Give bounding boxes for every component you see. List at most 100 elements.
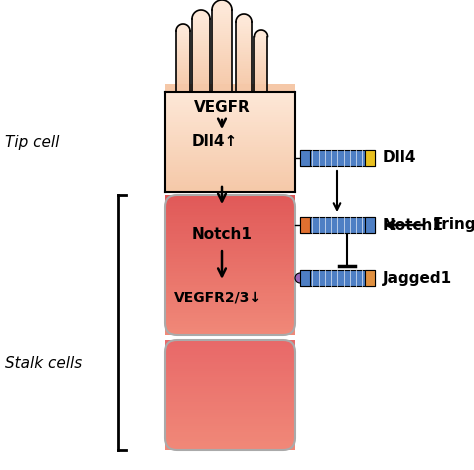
Polygon shape: [176, 48, 190, 49]
Polygon shape: [165, 228, 295, 231]
Polygon shape: [212, 57, 232, 59]
Polygon shape: [165, 342, 295, 345]
Polygon shape: [255, 86, 267, 88]
Polygon shape: [212, 76, 232, 78]
Polygon shape: [165, 172, 295, 174]
Polygon shape: [176, 69, 190, 70]
Polygon shape: [212, 67, 232, 70]
Polygon shape: [212, 24, 232, 26]
Polygon shape: [192, 85, 210, 86]
Polygon shape: [212, 29, 232, 31]
Polygon shape: [176, 55, 190, 57]
Polygon shape: [176, 31, 190, 32]
Polygon shape: [255, 66, 267, 67]
Polygon shape: [165, 375, 295, 377]
Polygon shape: [165, 102, 295, 104]
Polygon shape: [255, 62, 267, 63]
Polygon shape: [255, 41, 267, 42]
Polygon shape: [236, 71, 252, 73]
Polygon shape: [165, 132, 295, 134]
Polygon shape: [236, 73, 252, 75]
Polygon shape: [165, 142, 295, 144]
Polygon shape: [192, 81, 210, 83]
Polygon shape: [212, 45, 232, 47]
Polygon shape: [236, 31, 252, 32]
Polygon shape: [212, 12, 232, 14]
Polygon shape: [192, 86, 210, 88]
Polygon shape: [255, 56, 267, 57]
Polygon shape: [255, 69, 267, 70]
Polygon shape: [176, 24, 190, 31]
Polygon shape: [165, 391, 295, 393]
Polygon shape: [192, 57, 210, 59]
Polygon shape: [176, 78, 190, 80]
Polygon shape: [165, 384, 295, 386]
Text: VEGFR: VEGFR: [193, 100, 250, 115]
Polygon shape: [165, 397, 295, 400]
Polygon shape: [192, 70, 210, 72]
Polygon shape: [192, 21, 210, 23]
Polygon shape: [192, 35, 210, 37]
Polygon shape: [192, 52, 210, 54]
Polygon shape: [365, 270, 375, 286]
Polygon shape: [165, 237, 295, 240]
Polygon shape: [255, 42, 267, 43]
Polygon shape: [176, 36, 190, 37]
Polygon shape: [165, 259, 295, 262]
Polygon shape: [165, 201, 295, 204]
Polygon shape: [236, 85, 252, 87]
Polygon shape: [192, 45, 210, 47]
Polygon shape: [212, 47, 232, 49]
Text: Fringe: Fringe: [433, 218, 474, 233]
Polygon shape: [165, 423, 295, 426]
Polygon shape: [176, 64, 190, 66]
Polygon shape: [165, 349, 295, 351]
Polygon shape: [165, 364, 295, 367]
Polygon shape: [165, 315, 295, 318]
Polygon shape: [236, 34, 252, 36]
Polygon shape: [165, 426, 295, 428]
Text: Jagged1: Jagged1: [383, 271, 452, 285]
Polygon shape: [165, 448, 295, 450]
Polygon shape: [165, 346, 295, 349]
Polygon shape: [236, 41, 252, 43]
Polygon shape: [165, 446, 295, 448]
Polygon shape: [212, 37, 232, 39]
Polygon shape: [192, 54, 210, 55]
Polygon shape: [192, 19, 210, 21]
Polygon shape: [165, 245, 295, 248]
Polygon shape: [236, 87, 252, 88]
Polygon shape: [236, 68, 252, 69]
Polygon shape: [176, 34, 190, 36]
Polygon shape: [255, 39, 267, 41]
Polygon shape: [165, 117, 295, 119]
Polygon shape: [255, 77, 267, 78]
Polygon shape: [255, 49, 267, 50]
Polygon shape: [165, 185, 295, 187]
Polygon shape: [165, 195, 295, 198]
Polygon shape: [165, 360, 295, 362]
Polygon shape: [236, 22, 252, 24]
Polygon shape: [165, 204, 295, 206]
Polygon shape: [176, 90, 190, 92]
Polygon shape: [192, 74, 210, 76]
Polygon shape: [165, 408, 295, 410]
Polygon shape: [236, 39, 252, 41]
Polygon shape: [255, 79, 267, 81]
Polygon shape: [165, 243, 295, 245]
Polygon shape: [165, 401, 295, 404]
Polygon shape: [236, 76, 252, 78]
Polygon shape: [165, 428, 295, 430]
Polygon shape: [165, 358, 295, 360]
Polygon shape: [192, 32, 210, 33]
Polygon shape: [165, 313, 295, 315]
Polygon shape: [212, 80, 232, 82]
Text: Stalk cells: Stalk cells: [5, 355, 82, 370]
Polygon shape: [192, 23, 210, 24]
Polygon shape: [165, 393, 295, 395]
Polygon shape: [192, 47, 210, 48]
Polygon shape: [165, 321, 295, 324]
Polygon shape: [212, 10, 232, 12]
Polygon shape: [165, 268, 295, 271]
Polygon shape: [165, 149, 295, 152]
